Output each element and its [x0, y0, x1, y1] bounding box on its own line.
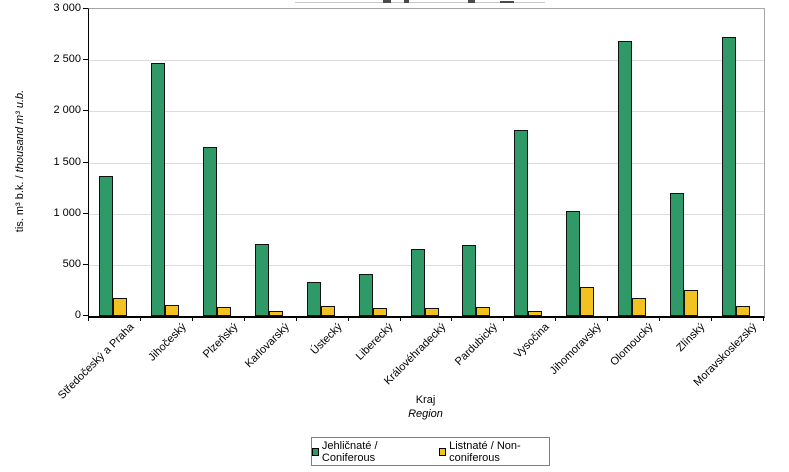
bar-non-coniferous-8 [528, 310, 543, 316]
y-tick-mark [83, 263, 88, 265]
y-tick-label: 2 500 [53, 53, 81, 66]
x-tick-mark [711, 317, 713, 321]
x-tick-label-5: Liberecký [354, 321, 397, 363]
x-tick-mark [659, 317, 661, 321]
bar-coniferous-3 [254, 244, 269, 316]
y-tick-label: 1 000 [53, 206, 81, 219]
y-tick-label: 2 000 [53, 104, 81, 117]
x-tick-mark [503, 317, 505, 321]
x-tick-mark [399, 317, 401, 321]
bar-coniferous-1 [150, 63, 165, 316]
bar-coniferous-11 [670, 193, 685, 316]
x-tick-label-10: Olomoucký [608, 321, 656, 369]
bar-non-coniferous-10 [632, 297, 647, 316]
x-tick-mark [763, 317, 764, 321]
x-tick-label-0: Středočeský a Praha [55, 321, 137, 402]
gridline [89, 162, 764, 164]
gridline [89, 60, 764, 62]
x-tick-label-2: Plzeňský [200, 321, 241, 361]
gridline [89, 264, 764, 266]
bar-coniferous-6 [410, 249, 425, 316]
clipped-chart-title [0, 0, 789, 3]
bar-non-coniferous-4 [320, 305, 335, 316]
y-tick-label: 0 [74, 309, 81, 321]
bar-non-coniferous-1 [164, 304, 179, 316]
x-tick-mark [191, 317, 193, 321]
x-tick-mark [347, 317, 349, 321]
legend: Jehličnaté / Coniferous Listnaté / Non-c… [311, 437, 550, 466]
bar-coniferous-7 [462, 245, 477, 316]
x-tick-label-7: Pardubický [452, 321, 500, 368]
bar-non-coniferous-7 [476, 306, 491, 316]
legend-swatch-coniferous-icon [312, 447, 319, 456]
x-axis-title-en: Region [408, 408, 443, 420]
bar-non-coniferous-6 [424, 307, 439, 316]
bar-non-coniferous-9 [580, 287, 595, 316]
x-tick-mark [243, 317, 245, 321]
x-tick-mark [139, 317, 141, 321]
x-tick-mark [88, 317, 89, 321]
bar-coniferous-5 [358, 274, 373, 316]
gridline [89, 111, 764, 113]
bar-coniferous-12 [722, 36, 737, 316]
x-tick-mark [555, 317, 557, 321]
bar-non-coniferous-12 [736, 306, 751, 316]
bar-non-coniferous-11 [684, 289, 699, 316]
bar-coniferous-4 [306, 282, 321, 316]
legend-swatch-non-coniferous-icon [439, 447, 447, 456]
x-tick-label-8: Vysočina [512, 321, 552, 361]
bar-non-coniferous-0 [112, 298, 127, 316]
x-tick-label-4: Ústecký [307, 321, 345, 358]
bar-coniferous-10 [618, 40, 633, 316]
bar-coniferous-2 [202, 147, 217, 316]
legend-item-coniferous: Jehličnaté / Coniferous [312, 440, 413, 464]
y-tick-label: 1 500 [53, 155, 81, 168]
legend-item-non-coniferous: Listnaté / Non-coniferous [439, 440, 549, 464]
gridline [89, 213, 764, 215]
y-tick-mark [83, 315, 88, 316]
x-tick-mark [607, 317, 609, 321]
bar-non-coniferous-5 [372, 307, 387, 316]
legend-label-non-coniferous: Listnaté / Non-coniferous [449, 439, 521, 464]
y-tick-label: 3 000 [53, 2, 81, 14]
plot-area [88, 8, 765, 318]
x-tick-label-11: Zlínský [674, 321, 708, 355]
y-axis-title-cz: tis. m³ b.k. / [14, 175, 26, 233]
y-tick-mark [83, 59, 88, 61]
y-tick-label: 500 [62, 257, 81, 270]
legend-label-coniferous: Jehličnaté / Coniferous [321, 439, 378, 464]
y-tick-mark [83, 110, 88, 112]
y-tick-mark [83, 212, 88, 214]
bar-coniferous-9 [566, 210, 581, 316]
bar-non-coniferous-2 [216, 307, 231, 316]
bar-coniferous-8 [514, 129, 529, 316]
x-tick-mark [451, 317, 453, 321]
bar-non-coniferous-3 [268, 310, 283, 316]
x-tick-label-3: Karlovarský [243, 321, 293, 371]
x-tick-label-9: Jihomoravský [547, 321, 604, 378]
x-axis-title-cz: Kraj [415, 394, 436, 406]
x-axis-title: Kraj Region [88, 393, 763, 421]
y-tick-mark [83, 161, 88, 163]
bar-coniferous-0 [98, 175, 113, 316]
x-tick-mark [295, 317, 297, 321]
x-tick-label-1: Jihočeský [145, 321, 189, 364]
y-tick-mark [83, 8, 88, 9]
